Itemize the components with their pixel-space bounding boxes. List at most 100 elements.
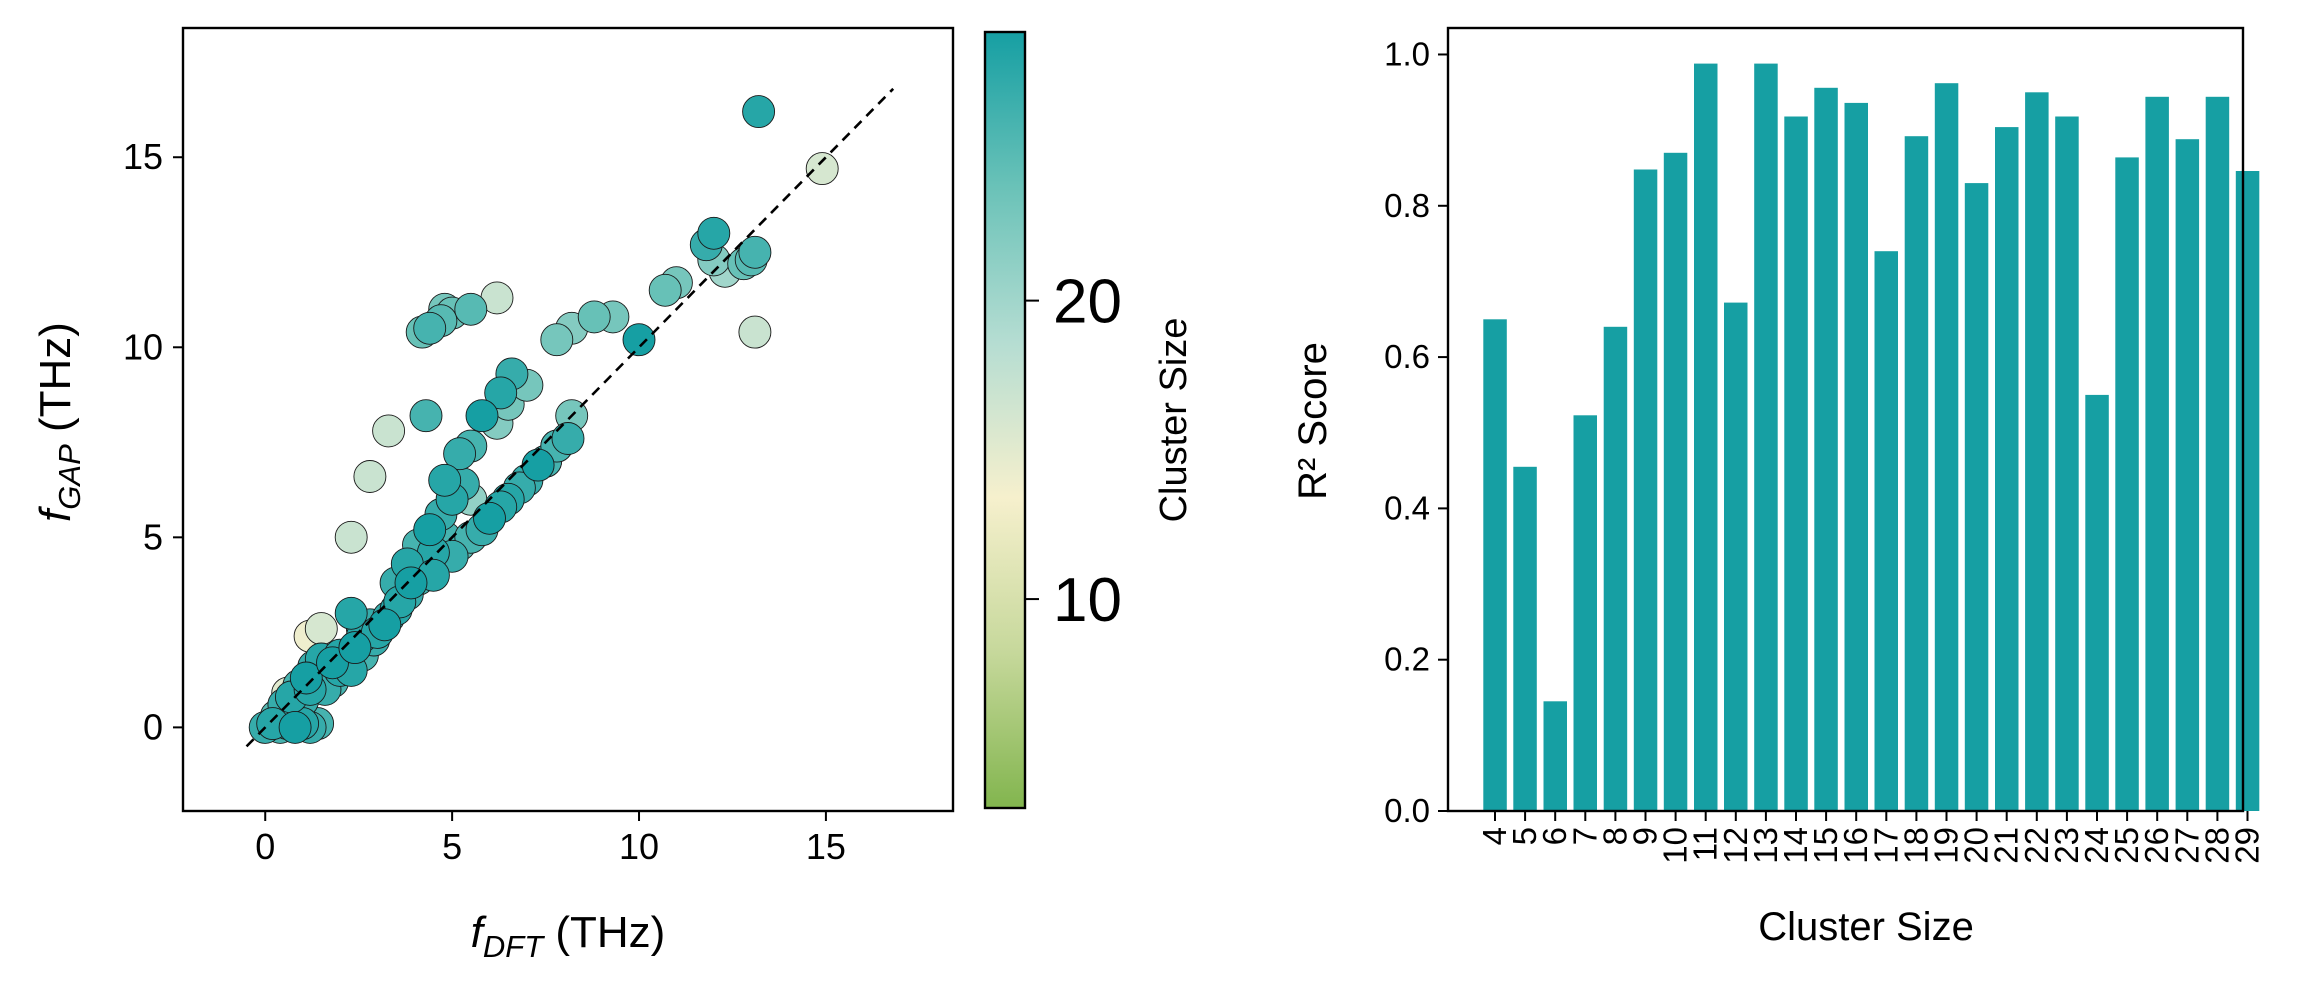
scatter-point <box>465 399 499 433</box>
scatter-point <box>648 273 682 307</box>
scatter-x-ticks: 0 5 10 15 <box>255 811 846 867</box>
scatter-y-label-unit: (THz) <box>31 322 80 444</box>
bar-x-tick-label: 13 <box>1747 827 1784 864</box>
scatter-point <box>413 311 447 345</box>
bar <box>2205 96 2230 812</box>
scatter-point <box>454 292 488 326</box>
colorbar-ticks: 10 20 <box>1025 268 1122 635</box>
bar-y-tick-label: 0.4 <box>1384 489 1430 526</box>
bar <box>1724 302 1748 811</box>
bar <box>1844 102 1868 811</box>
scatter-y-axis-label: fGAP (THz) <box>31 322 87 522</box>
scatter-x-tick-label: 10 <box>619 826 659 867</box>
scatter-point <box>622 323 656 357</box>
scatter-y-tick-label: 10 <box>123 326 163 367</box>
bar <box>1543 701 1567 811</box>
scatter-point <box>372 414 406 448</box>
scatter-point <box>338 631 372 665</box>
colorbar-tick-label: 20 <box>1053 268 1122 337</box>
bar-x-tick-label: 9 <box>1627 827 1664 845</box>
bar-x-tick-label: 28 <box>2198 827 2235 864</box>
bar <box>1513 466 1537 811</box>
scatter-x-tick-label: 15 <box>806 826 846 867</box>
bar <box>1603 326 1628 811</box>
bar <box>1995 127 2019 812</box>
scatter-y-tick-label: 15 <box>123 136 163 177</box>
bar-x-tick-label: 20 <box>1958 827 1995 864</box>
scatter-point <box>334 520 368 554</box>
bar <box>2145 96 2169 812</box>
scatter-point <box>353 460 387 493</box>
scatter-point <box>409 399 443 433</box>
scatter-y-tick-label: 0 <box>143 706 163 747</box>
bar-x-tick-label: 21 <box>1988 827 2025 864</box>
scatter-point <box>738 315 772 349</box>
scatter-point <box>577 300 611 334</box>
bar-x-tick-label: 16 <box>1837 827 1874 864</box>
colorbar-gradient <box>983 30 1027 810</box>
bar-x-tick-label: 4 <box>1476 827 1513 845</box>
bar-frame <box>1446 26 2245 813</box>
colorbar: 10 20 Cluster Size <box>983 30 1195 810</box>
scatter-point <box>484 376 518 410</box>
scatter-point <box>368 608 402 642</box>
scatter-point <box>805 152 839 186</box>
scatter-point <box>304 612 338 646</box>
bar-x-tick-label: 10 <box>1657 827 1694 864</box>
scatter-point <box>551 422 585 455</box>
bar <box>1964 183 1989 812</box>
bar-x-tick-label: 25 <box>2108 827 2145 864</box>
bar-chart: 4567891011121314151617181920212223242526… <box>1291 26 2266 949</box>
scatter-point <box>289 661 323 695</box>
scatter-point <box>334 596 368 630</box>
bar <box>1904 136 1929 811</box>
bar <box>1573 415 1597 811</box>
scatter-point <box>540 323 574 357</box>
reference-line <box>245 87 895 748</box>
bar-x-tick-label: 14 <box>1777 827 1814 864</box>
scatter-x-label-unit: (THz) <box>543 908 665 957</box>
scatter-point <box>394 566 428 600</box>
bar-x-tick-label: 15 <box>1807 827 1844 864</box>
scatter-points <box>248 95 839 744</box>
bar-x-tick-label: 27 <box>2168 827 2205 864</box>
scatter-point <box>521 448 555 482</box>
bar <box>1874 251 1898 811</box>
bar-y-axis-label: R² Score <box>1291 342 1335 500</box>
scatter-point <box>443 437 477 471</box>
scatter-chart: 0 5 10 15 0 5 10 15 fDFT (THz) fGAP (THz) <box>31 26 955 964</box>
bar-x-tick-label: 11 <box>1687 827 1724 861</box>
bar <box>2055 116 2079 811</box>
bar-y-tick-label: 1.0 <box>1384 35 1430 72</box>
bar-x-tick-label: 23 <box>2048 827 2085 864</box>
scatter-frame <box>181 26 955 813</box>
bar-y-tick-label: 0.0 <box>1384 792 1430 829</box>
bar <box>1934 83 1959 811</box>
bar-x-tick-label: 8 <box>1596 827 1633 845</box>
bar-x-tick-label: 19 <box>1928 827 1965 864</box>
scatter-x-tick-label: 0 <box>255 826 275 867</box>
bar-y-tick-label: 0.6 <box>1384 338 1430 375</box>
scatter-x-tick-label: 5 <box>442 826 462 867</box>
scatter-point <box>413 513 447 547</box>
bar-x-tick-label: 17 <box>1867 827 1904 864</box>
bar-x-tick-label: 6 <box>1536 827 1573 845</box>
bar <box>1754 63 1778 812</box>
bar <box>1483 319 1507 811</box>
bar-x-ticks: 4567891011121314151617181920212223242526… <box>1476 811 2266 864</box>
bar <box>1694 63 1718 812</box>
bar <box>2115 157 2139 811</box>
bar-y-tick-label: 0.8 <box>1384 187 1430 224</box>
bars <box>1483 63 2260 812</box>
bar-x-tick-label: 18 <box>1897 827 1934 864</box>
scatter-point <box>278 710 312 744</box>
bar-x-tick-label: 26 <box>2138 827 2175 864</box>
colorbar-label: Cluster Size <box>1153 318 1195 523</box>
bar <box>1784 116 1808 811</box>
bar-x-axis-label: Cluster Size <box>1758 905 1974 949</box>
bar-x-tick-label: 29 <box>2229 827 2266 864</box>
scatter-y-label-sub: GAP <box>52 444 87 510</box>
bar <box>2025 92 2049 812</box>
scatter-x-label-sub: DFT <box>483 929 545 964</box>
